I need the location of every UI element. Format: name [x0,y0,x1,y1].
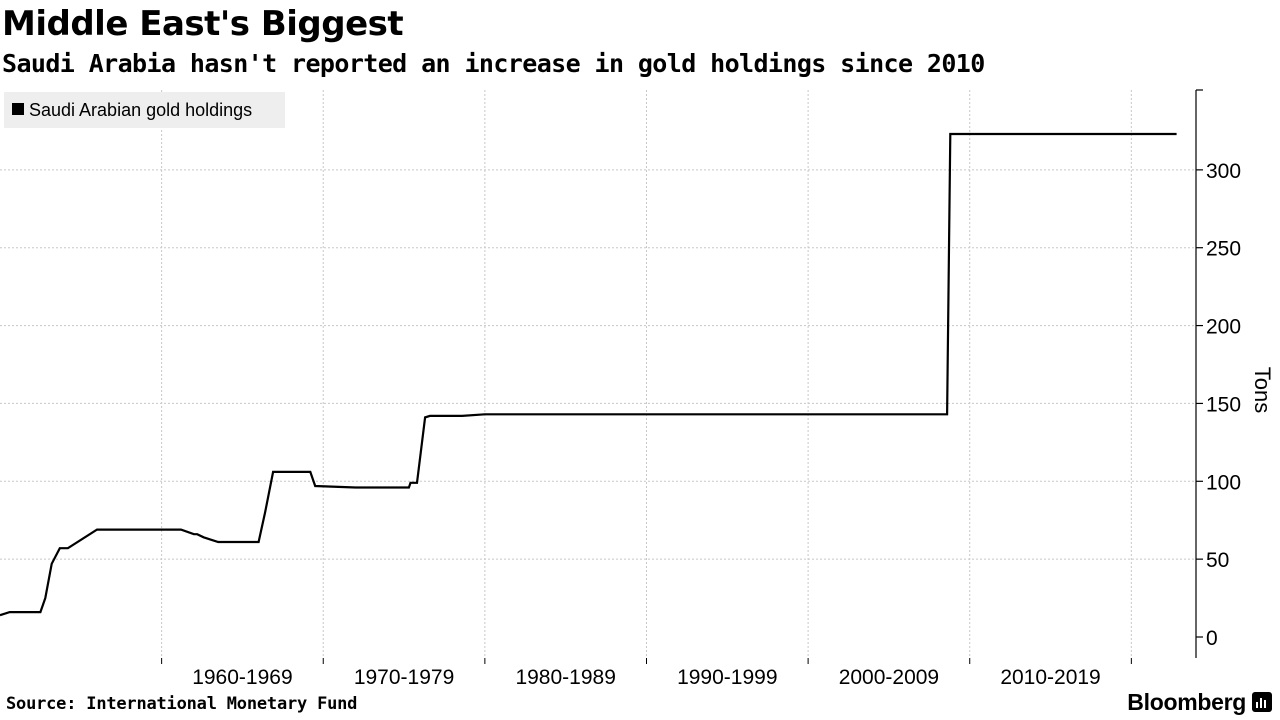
chart-title: Middle East's Biggest [2,4,404,44]
y-axis: 0 50 100 150 200 250 300 [1195,89,1241,658]
source-note: Source: International Monetary Fund [6,694,358,714]
y-tick-label: 0 [1206,627,1218,650]
x-tick-label: 1990-1999 [677,666,777,689]
y-tick-label: 300 [1206,160,1241,183]
bloomberg-logo: Bloomberg [1127,689,1246,715]
x-tick-label: 1960-1969 [192,666,292,689]
y-tick-label: 250 [1206,238,1241,261]
grid-lines [0,90,1196,658]
x-tick-label: 1980-1989 [515,666,615,689]
legend-box [4,92,285,128]
series-line-saudi-gold [0,132,1177,617]
y-tick-label: 100 [1206,471,1241,494]
x-tick-label: 1970-1979 [354,666,454,689]
x-tick-label: 2010-2019 [1000,666,1100,689]
y-tick-label: 50 [1206,549,1229,572]
legend-swatch [12,103,24,115]
bloomberg-terminal-icon [1252,692,1272,712]
series-layer [0,132,1177,617]
chart-subtitle: Saudi Arabia hasn't reported an increase… [2,49,985,78]
legend-label: Saudi Arabian gold holdings [29,100,252,120]
x-tick-label: 2000-2009 [839,666,939,689]
x-axis: 1960-1969 1970-1979 1980-1989 1990-1999 2000… [161,658,1132,689]
y-axis-label: Tons [1250,367,1275,413]
y-tick-label: 200 [1206,316,1241,339]
y-tick-label: 150 [1206,393,1241,416]
legend: Saudi Arabian gold holdings [4,92,285,128]
